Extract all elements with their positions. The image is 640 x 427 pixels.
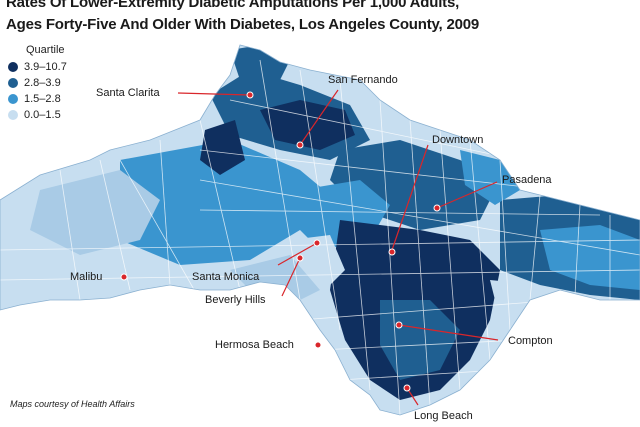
leader-lines — [177, 89, 499, 406]
legend-item: 2.8–3.9 — [8, 75, 67, 91]
marker-san-fernando — [296, 141, 304, 149]
legend-swatch — [8, 62, 18, 72]
label-downtown: Downtown — [432, 134, 484, 146]
label-san-fernando: San Fernando — [328, 74, 398, 86]
legend: Quartile 3.9–10.7 2.8–3.9 1.5–2.8 0.0–1.… — [8, 44, 67, 123]
title-line-1: Rates Of Lower-Extremity Diabetic Amputa… — [6, 0, 460, 11]
marker-compton — [395, 321, 403, 329]
legend-item: 1.5–2.8 — [8, 91, 67, 107]
legend-item: 0.0–1.5 — [8, 107, 67, 123]
title-line-2: Ages Forty-Five And Older With Diabetes,… — [6, 16, 480, 33]
legend-label: 1.5–2.8 — [24, 93, 61, 105]
legend-swatch — [8, 94, 18, 104]
marker-pasadena — [433, 204, 441, 212]
legend-title: Quartile — [26, 44, 65, 56]
legend-label: 2.8–3.9 — [24, 77, 61, 89]
legend-item: 3.9–10.7 — [8, 59, 67, 75]
legend-label: 0.0–1.5 — [24, 109, 61, 121]
label-malibu: Malibu — [70, 271, 103, 283]
label-santa-monica: Santa Monica — [192, 271, 260, 283]
marker-hermosa-beach — [314, 341, 322, 349]
label-long-beach: Long Beach — [414, 410, 473, 422]
label-beverly-hills: Beverly Hills — [205, 294, 266, 306]
legend-swatch — [8, 78, 18, 88]
label-hermosa-beach: Hermosa Beach — [215, 339, 294, 351]
location-markers — [120, 91, 441, 392]
marker-beverly-hills — [296, 254, 304, 262]
map-title: Rates Of Lower-Extremity Diabetic Amputa… — [6, 0, 636, 36]
county-outline — [0, 44, 640, 416]
marker-santa-clarita — [246, 91, 254, 99]
label-pasadena: Pasadena — [502, 174, 552, 186]
marker-long-beach — [403, 384, 411, 392]
legend-swatch — [8, 110, 18, 120]
label-compton: Compton — [508, 335, 553, 347]
marker-santa-monica — [313, 239, 321, 247]
map-credit: Maps courtesy of Health Affairs — [10, 399, 135, 409]
label-santa-clarita: Santa Clarita — [96, 87, 160, 99]
marker-downtown — [388, 248, 396, 256]
legend-label: 3.9–10.7 — [24, 61, 67, 73]
marker-malibu — [120, 273, 128, 281]
